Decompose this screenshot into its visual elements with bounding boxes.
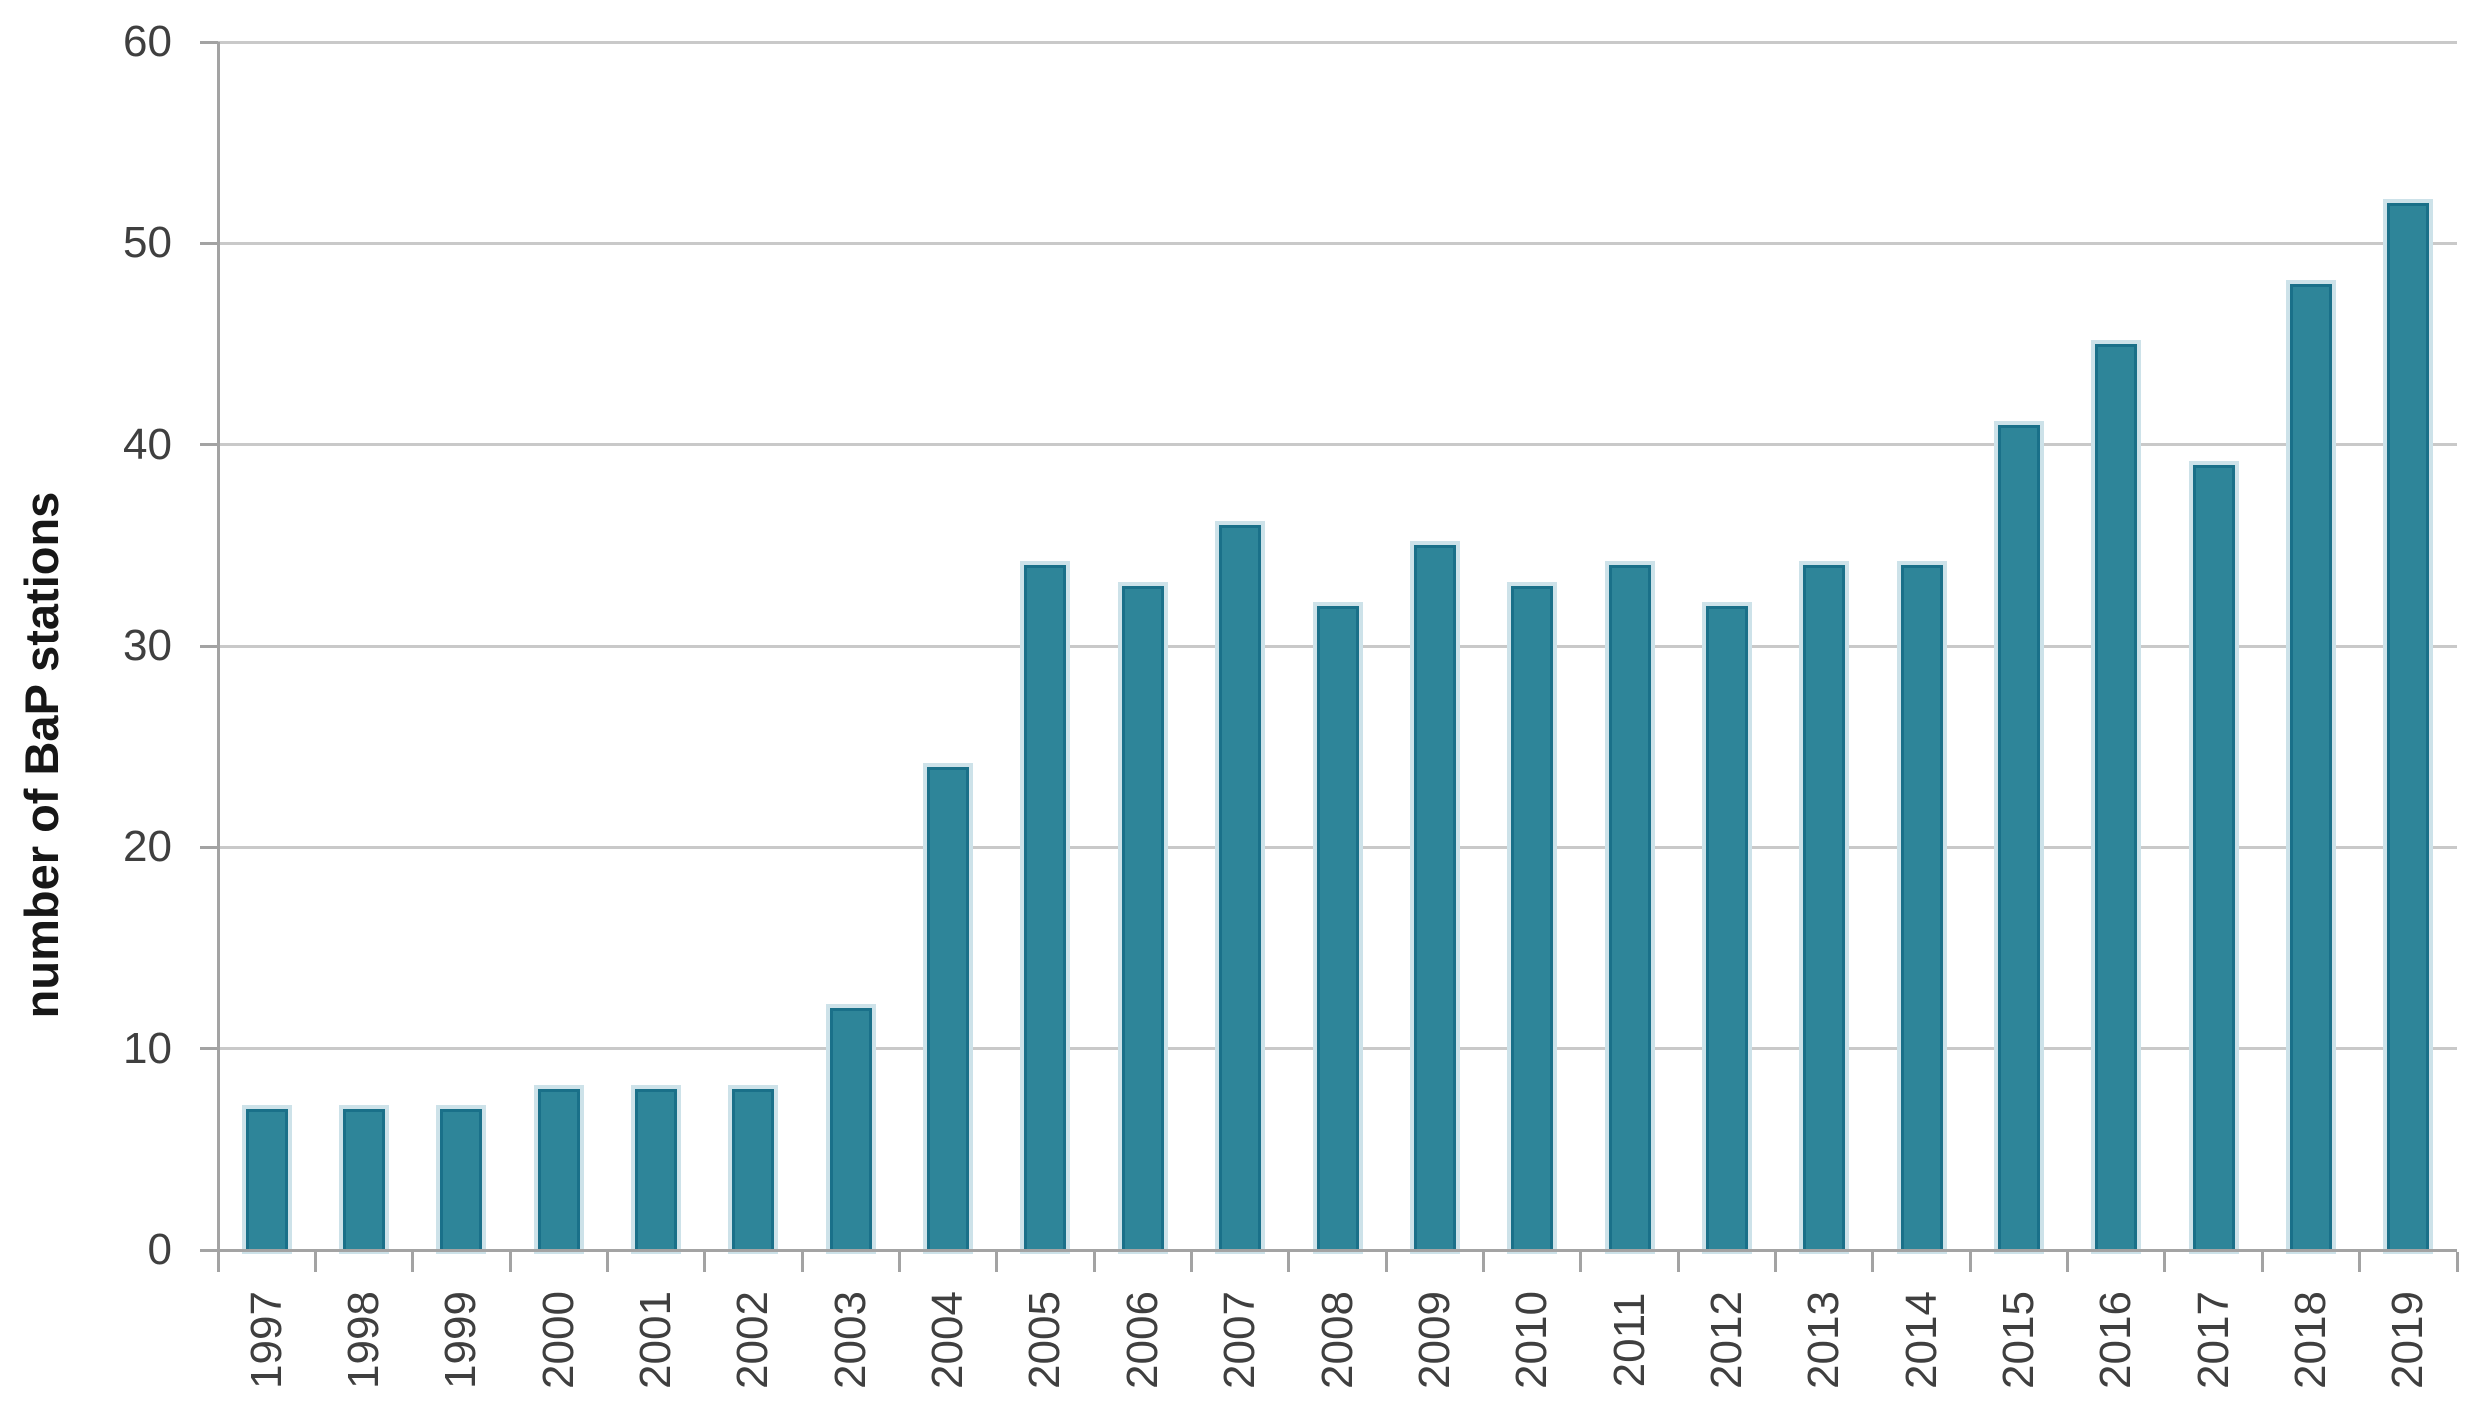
x-tick	[1774, 1251, 1778, 1272]
bar-2018	[2289, 283, 2332, 1250]
x-tick-label: 2010	[1507, 1291, 1557, 1389]
bar-2001	[635, 1088, 678, 1250]
x-tick-label: 2014	[1896, 1291, 1946, 1389]
y-tick-label: 20	[123, 822, 172, 872]
bar-2003	[829, 1008, 872, 1250]
bar-2004	[927, 766, 970, 1250]
y-axis-line	[216, 42, 220, 1272]
x-tick-label: 2003	[825, 1291, 875, 1389]
bar-2005	[1024, 565, 1067, 1250]
x-axis-line	[200, 1248, 2457, 1252]
x-tick-label: 2009	[1409, 1291, 1459, 1389]
x-tick	[2358, 1251, 2362, 1272]
x-tick	[2260, 1251, 2264, 1272]
x-tick-label: 1998	[339, 1291, 389, 1389]
bar-2006	[1121, 585, 1164, 1250]
gridline-60	[218, 40, 2457, 44]
x-tick-label: 2008	[1312, 1291, 1362, 1389]
x-tick	[508, 1251, 512, 1272]
x-tick	[2163, 1251, 2167, 1272]
x-tick-label: 2006	[1117, 1291, 1167, 1389]
y-tick	[200, 241, 218, 245]
x-tick-label: 2016	[2091, 1291, 2141, 1389]
bar-2017	[2192, 464, 2235, 1250]
y-tick	[200, 1047, 218, 1051]
bar-2015	[1997, 424, 2040, 1250]
y-tick	[200, 644, 218, 648]
x-tick	[1676, 1251, 1680, 1272]
y-tick-label: 50	[123, 218, 172, 268]
bar-2009	[1413, 545, 1456, 1250]
x-tick-label: 2000	[533, 1291, 583, 1389]
x-tick	[1579, 1251, 1583, 1272]
x-tick	[411, 1251, 415, 1272]
x-tick	[313, 1251, 317, 1272]
x-tick-label: 2019	[2383, 1291, 2433, 1389]
bar-1999	[440, 1109, 483, 1250]
gridline-50	[218, 241, 2457, 245]
bar-2011	[1608, 565, 1651, 1250]
y-tick	[200, 40, 218, 44]
x-tick-label: 2018	[2285, 1291, 2335, 1389]
x-tick	[1189, 1251, 1193, 1272]
x-tick	[605, 1251, 609, 1272]
y-tick-label: 10	[123, 1023, 172, 1073]
x-tick-label: 2011	[1604, 1292, 1654, 1388]
bar-1997	[245, 1109, 288, 1250]
bar-2013	[1803, 565, 1846, 1250]
x-tick	[703, 1251, 707, 1272]
x-tick	[897, 1251, 901, 1272]
bar-2016	[2095, 344, 2138, 1250]
x-tick-label: 2013	[1799, 1291, 1849, 1389]
y-axis-title: number of BaP stations	[15, 491, 68, 1019]
x-tick	[1384, 1251, 1388, 1272]
x-tick-label: 2017	[2188, 1291, 2238, 1389]
y-tick-label: 40	[123, 419, 172, 469]
x-tick	[1092, 1251, 1096, 1272]
x-tick-label: 2004	[923, 1291, 973, 1389]
x-tick	[1482, 1251, 1486, 1272]
x-tick	[1871, 1251, 1875, 1272]
x-tick-label: 2001	[631, 1291, 681, 1389]
gridline-40	[218, 443, 2457, 447]
bar-2010	[1511, 585, 1554, 1250]
y-tick	[200, 443, 218, 447]
x-tick-label: 1999	[436, 1291, 486, 1389]
y-tick	[200, 845, 218, 849]
y-tick-label: 30	[123, 621, 172, 670]
y-tick-label: 0	[147, 1225, 172, 1274]
x-tick-label: 1997	[241, 1291, 291, 1389]
x-tick	[2455, 1251, 2459, 1272]
bar-2008	[1316, 605, 1359, 1250]
bar-2000	[537, 1088, 580, 1250]
x-tick-label: 2002	[728, 1291, 778, 1389]
x-tick-label: 2012	[1701, 1291, 1751, 1389]
x-tick	[1287, 1251, 1291, 1272]
x-tick	[1968, 1251, 1972, 1272]
x-tick	[2066, 1251, 2070, 1272]
bar-2014	[1900, 565, 1943, 1250]
bar-2019	[2387, 203, 2430, 1250]
bar-2007	[1219, 525, 1262, 1250]
x-tick	[800, 1251, 804, 1272]
x-tick-label: 2015	[1993, 1291, 2043, 1389]
x-tick-label: 2005	[1020, 1291, 1070, 1389]
bar-2012	[1705, 605, 1748, 1250]
x-tick	[995, 1251, 999, 1272]
x-tick-label: 2007	[1215, 1291, 1265, 1389]
bar-2002	[732, 1088, 775, 1250]
bar-1998	[343, 1109, 386, 1250]
y-tick-label: 60	[123, 17, 172, 66]
